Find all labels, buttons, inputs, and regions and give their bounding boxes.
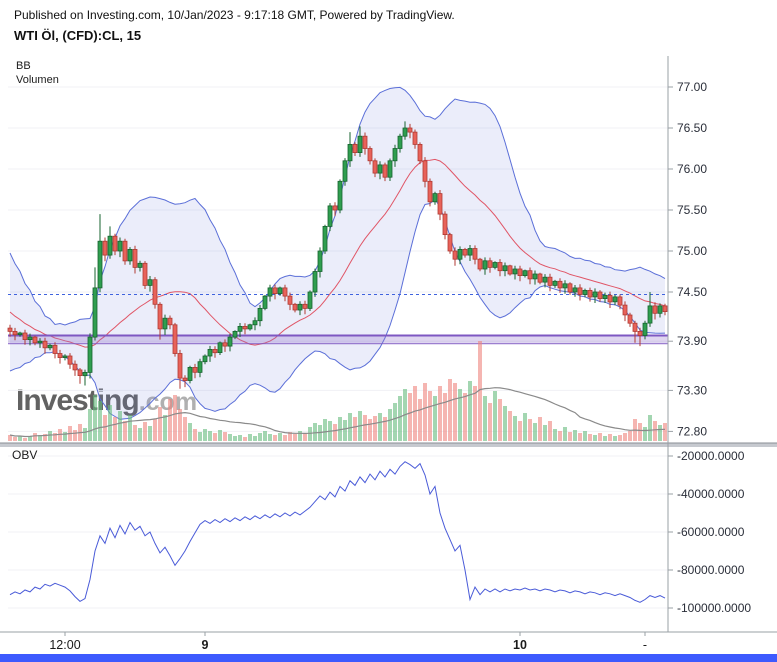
- svg-text:72.80: 72.80: [677, 424, 707, 438]
- svg-text:77.00: 77.00: [677, 80, 707, 94]
- obv-indicator-label: OBV: [12, 448, 38, 462]
- bottom-scrollbar[interactable]: [0, 654, 777, 662]
- chart-canvas[interactable]: 77.00 76.50 76.00 75.50 75.00 74.50 73.90 73.30…: [0, 56, 777, 654]
- obv-axis[interactable]: -20000.0000 -40000.0000 -60000.0000 -80000.…: [668, 449, 751, 615]
- svg-text:-40000.0000: -40000.0000: [677, 487, 745, 501]
- svg-text:-: -: [643, 638, 647, 652]
- published-line: Published on Investing.com, 10/Jan/2023 …: [14, 8, 455, 22]
- svg-text:76.00: 76.00: [677, 162, 707, 176]
- watermark-suffix: .com: [138, 388, 198, 416]
- obv-line: [9, 461, 666, 603]
- volume-indicator-label: Volumen: [16, 74, 59, 86]
- svg-text:10: 10: [513, 638, 527, 652]
- support-band: [8, 334, 668, 345]
- time-axis[interactable]: 12:00 9 10 -: [49, 632, 647, 652]
- price-axis[interactable]: 77.00 76.50 76.00 75.50 75.00 74.50 73.90 73.30…: [668, 80, 707, 438]
- svg-text:75.50: 75.50: [677, 203, 707, 217]
- svg-text:12:00: 12:00: [49, 638, 80, 652]
- volume-bars: [8, 341, 667, 441]
- symbol-title: WTI Öl, (CFD):CL, 15: [14, 28, 142, 43]
- svg-text:-100000.0000: -100000.0000: [677, 601, 751, 615]
- svg-text:9: 9: [202, 638, 209, 652]
- svg-text:-80000.0000: -80000.0000: [677, 563, 745, 577]
- candles: [7, 121, 668, 389]
- svg-text:-60000.0000: -60000.0000: [677, 525, 745, 539]
- svg-text:74.50: 74.50: [677, 285, 707, 299]
- svg-text:75.00: 75.00: [677, 244, 707, 258]
- axis-frame: [0, 56, 777, 633]
- volume-ma-line: [9, 387, 666, 438]
- svg-text:73.30: 73.30: [677, 383, 707, 397]
- bb-indicator-label: BB: [16, 60, 31, 72]
- svg-text:-20000.0000: -20000.0000: [677, 449, 745, 463]
- svg-text:73.90: 73.90: [677, 334, 707, 348]
- svg-text:76.50: 76.50: [677, 121, 707, 135]
